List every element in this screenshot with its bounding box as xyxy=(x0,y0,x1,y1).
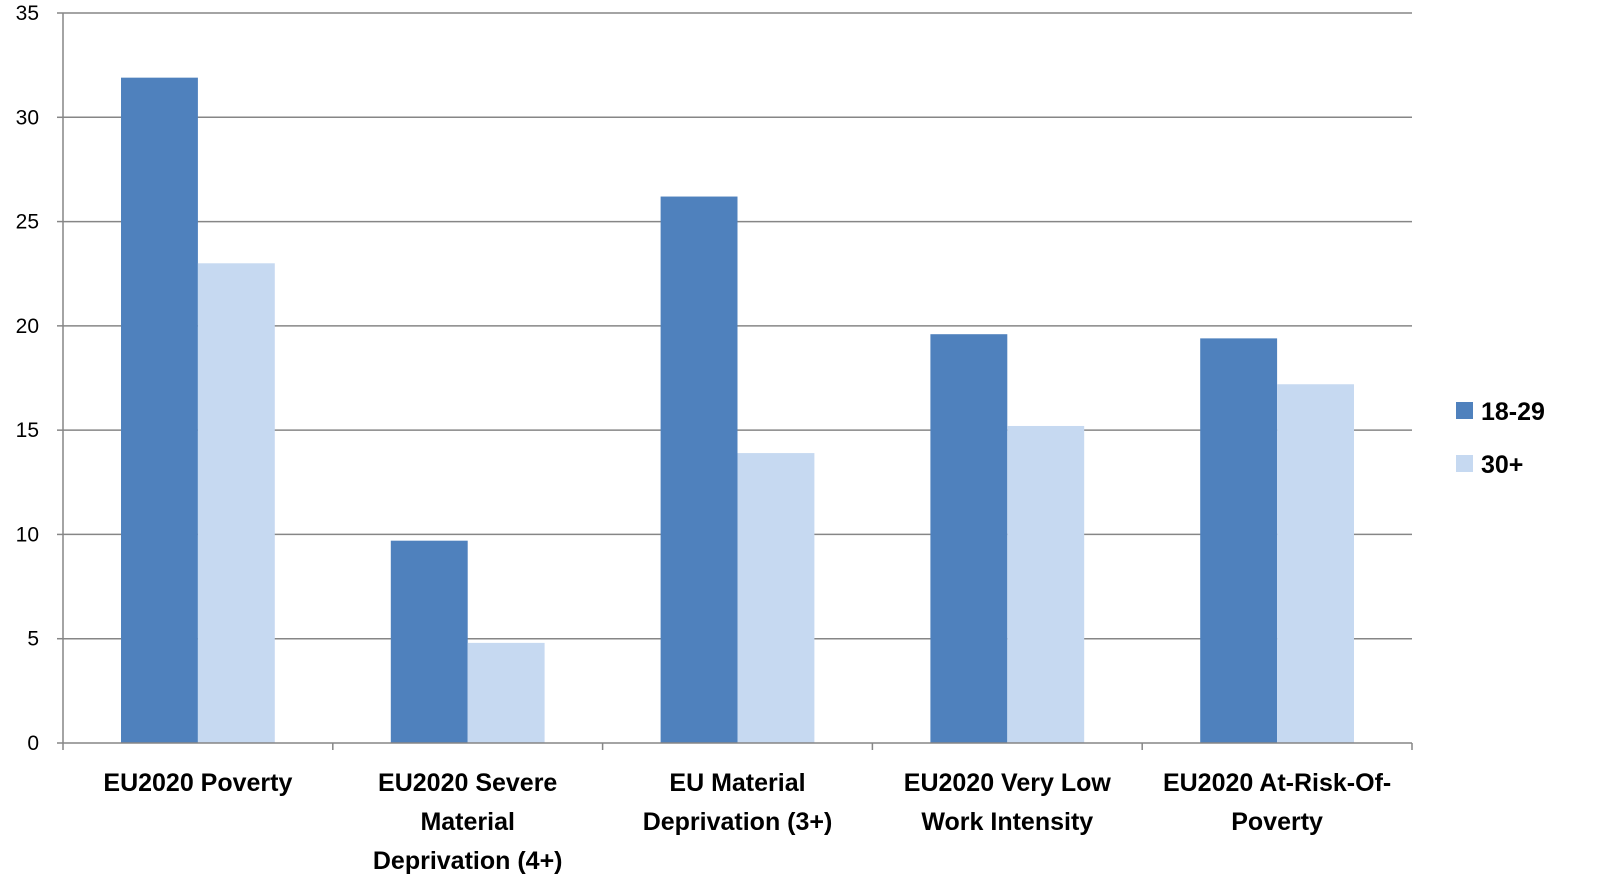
bar-30+-2 xyxy=(737,453,815,743)
bar-30+-4 xyxy=(1277,384,1354,743)
y-tick-label: 35 xyxy=(16,2,39,25)
legend: 18-29 30+ xyxy=(1456,398,1545,479)
x-tick-label-line: Work Intensity xyxy=(921,808,1093,836)
y-tick-label: 30 xyxy=(16,106,39,129)
y-tick-label: 0 xyxy=(27,732,39,755)
y-tick-label: 15 xyxy=(16,419,39,442)
bar-30+-3 xyxy=(1007,425,1085,743)
y-tick-label: 10 xyxy=(16,523,39,546)
y-tick-label: 5 xyxy=(27,628,39,651)
y-tick-label: 20 xyxy=(16,315,39,338)
bar-18-29-0 xyxy=(121,77,198,743)
y-tick-label: 25 xyxy=(16,211,39,234)
x-tick-label-line: Material xyxy=(420,808,514,836)
bar-18-29-4 xyxy=(1200,338,1278,743)
x-tick-label-line: EU2020 Very Low xyxy=(904,769,1112,797)
bar-30+-0 xyxy=(197,263,275,743)
x-tick-label: EU2020 Severe Material Deprivation (4+) xyxy=(373,769,563,875)
x-tick-label-line: Deprivation (4+) xyxy=(373,847,563,875)
x-tick-label-line: EU Material xyxy=(669,769,805,797)
x-tick-label: EU2020 Very Low Work Intensity xyxy=(904,769,1112,836)
x-tick-label-line: Deprivation (3+) xyxy=(643,808,833,836)
x-tick-label-line: Poverty xyxy=(1231,808,1323,836)
x-tick-label: EU2020 Poverty xyxy=(103,769,292,797)
bar-18-29-2 xyxy=(660,196,738,744)
bar-18-29-3 xyxy=(930,334,1008,743)
x-tick-label-line: EU2020 At-Risk-Of- xyxy=(1163,769,1391,797)
y-axis-ticks: 0 5 10 15 20 25 30 35 xyxy=(16,2,39,755)
axes xyxy=(57,12,1413,750)
bars xyxy=(121,77,1354,744)
x-tick-label: EU2020 At-Risk-Of- Poverty xyxy=(1163,769,1391,836)
x-tick-label-line: EU2020 Poverty xyxy=(103,769,292,797)
bar-18-29-1 xyxy=(390,540,468,743)
legend-swatch-18-29 xyxy=(1456,402,1473,419)
legend-label: 18-29 xyxy=(1481,398,1545,426)
x-tick-label-line: EU2020 Severe xyxy=(378,769,557,797)
legend-label: 30+ xyxy=(1481,451,1523,479)
bar-30+-1 xyxy=(467,642,545,743)
x-tick-label: EU Material Deprivation (3+) xyxy=(643,769,833,836)
x-axis-ticks: EU2020 Poverty EU2020 Severe Material Depri… xyxy=(103,769,1391,875)
legend-swatch-30+ xyxy=(1456,455,1473,472)
